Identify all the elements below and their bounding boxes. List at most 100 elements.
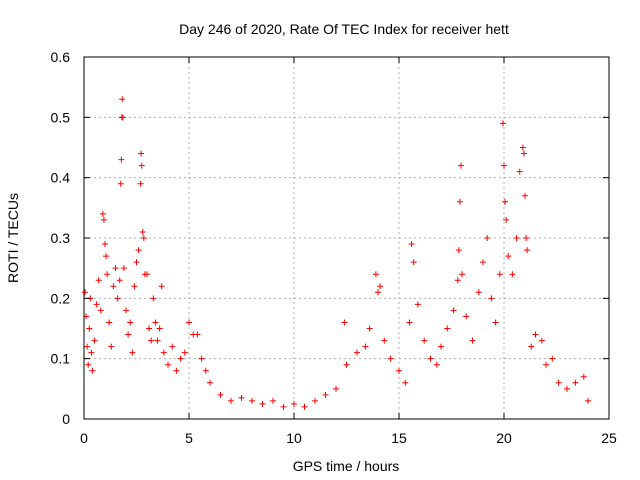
data-point xyxy=(86,325,93,332)
data-point xyxy=(585,397,591,404)
data-point xyxy=(238,394,245,401)
data-point xyxy=(519,144,526,151)
data-point xyxy=(414,301,421,308)
data-point xyxy=(99,210,106,217)
data-point xyxy=(177,355,184,362)
data-point xyxy=(433,361,440,368)
data-point xyxy=(108,343,115,350)
data-point xyxy=(106,319,113,326)
data-point xyxy=(387,355,394,362)
data-point xyxy=(522,192,528,199)
data-point xyxy=(95,277,102,284)
data-point xyxy=(144,271,150,278)
data-point xyxy=(455,247,462,254)
data-point xyxy=(362,343,369,350)
data-point xyxy=(528,343,535,350)
data-point xyxy=(202,367,209,374)
data-point xyxy=(444,325,451,332)
data-point xyxy=(137,180,144,187)
data-point xyxy=(341,319,348,326)
data-point xyxy=(381,337,388,344)
data-point xyxy=(133,259,140,266)
data-point xyxy=(118,156,125,163)
data-point xyxy=(131,283,138,290)
data-point xyxy=(456,198,463,205)
y-tick-label: 0.3 xyxy=(51,230,71,246)
data-point xyxy=(421,337,428,344)
data-point xyxy=(505,253,512,260)
data-point xyxy=(501,162,507,169)
data-point xyxy=(408,241,415,248)
data-point xyxy=(207,379,213,386)
data-point xyxy=(496,271,503,278)
data-point xyxy=(82,289,89,296)
chart-title: Day 246 of 2020, Rate Of TEC Index for r… xyxy=(179,21,509,37)
data-point xyxy=(459,271,465,278)
x-tick-label: 25 xyxy=(601,430,617,446)
data-point xyxy=(377,283,384,290)
data-point xyxy=(343,361,350,368)
data-point xyxy=(116,277,123,284)
y-tick-label: 0 xyxy=(62,411,70,427)
data-point xyxy=(438,343,444,350)
data-point xyxy=(110,283,117,290)
data-point xyxy=(406,319,413,326)
data-point xyxy=(158,283,165,290)
x-tick-label: 20 xyxy=(496,430,512,446)
data-point xyxy=(372,271,379,278)
data-point xyxy=(138,150,145,157)
x-axis-label: GPS time / hours xyxy=(293,458,400,474)
x-tick-label: 5 xyxy=(185,430,193,446)
data-point xyxy=(520,150,527,157)
data-point xyxy=(301,403,308,410)
data-point xyxy=(312,397,318,404)
x-tick-label: 0 xyxy=(80,430,88,446)
data-point xyxy=(322,391,329,398)
data-point xyxy=(119,96,126,103)
data-point xyxy=(97,307,104,314)
data-point xyxy=(259,400,266,407)
y-tick-label: 0.6 xyxy=(51,49,71,65)
data-point xyxy=(117,180,124,187)
data-point xyxy=(580,373,587,380)
data-point xyxy=(104,271,111,278)
data-point xyxy=(572,379,579,386)
y-tick-label: 0.4 xyxy=(51,170,71,186)
data-point xyxy=(152,319,159,326)
data-point xyxy=(509,271,516,278)
data-point xyxy=(249,397,255,404)
data-point xyxy=(150,295,157,302)
data-point xyxy=(146,325,153,332)
x-tick-label: 15 xyxy=(391,430,407,446)
data-point xyxy=(366,325,373,332)
data-point xyxy=(119,114,126,121)
data-point xyxy=(538,337,545,344)
data-point xyxy=(156,325,163,332)
data-point xyxy=(354,349,360,356)
data-point xyxy=(91,337,98,344)
x-tick-label: 10 xyxy=(286,430,302,446)
data-point xyxy=(463,313,470,320)
data-point xyxy=(555,379,562,386)
data-point xyxy=(84,343,91,350)
data-point xyxy=(102,241,108,248)
data-point xyxy=(480,259,486,266)
data-point xyxy=(291,400,297,407)
data-point xyxy=(270,397,276,404)
y-tick-label: 0.1 xyxy=(51,351,71,367)
data-point xyxy=(523,235,530,241)
data-point xyxy=(103,253,110,260)
data-point xyxy=(127,319,134,326)
data-point xyxy=(454,277,461,284)
axis-ticks: 0 5 10 15 20 25 0 0.1 0.2 0.3 0.4 0.5 0.6 xyxy=(51,49,617,446)
data-point xyxy=(114,295,121,302)
data-point xyxy=(85,361,92,368)
data-point xyxy=(181,349,188,356)
data-point xyxy=(140,235,147,241)
data-point xyxy=(123,307,129,314)
data-point xyxy=(93,301,100,308)
data-point xyxy=(524,247,531,254)
data-point xyxy=(100,216,107,223)
data-point xyxy=(186,319,192,326)
data-point xyxy=(564,385,570,392)
